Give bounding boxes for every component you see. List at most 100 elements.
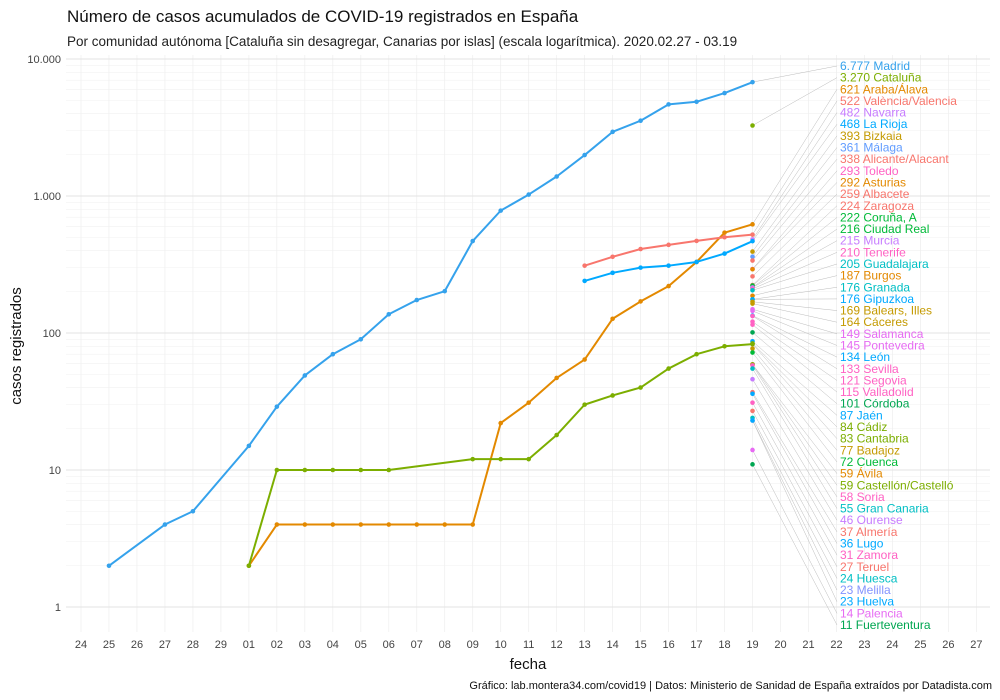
data-point [442, 522, 448, 527]
leader-line [752, 228, 838, 288]
data-point [750, 376, 755, 382]
data-point [554, 375, 559, 381]
series-label: 259 Albacete [840, 187, 910, 201]
x-tick-label: 07 [411, 639, 423, 651]
series-label: 14 Palencia [840, 606, 903, 620]
data-point [750, 341, 755, 347]
series-label: 6.777 Madrid [840, 59, 910, 73]
data-point [190, 508, 196, 514]
data-point [358, 336, 364, 342]
series-label: 36 Lugo [840, 536, 884, 550]
data-point [162, 522, 168, 527]
data-point [526, 456, 531, 462]
x-tick-label: 04 [327, 639, 339, 651]
data-point [750, 238, 755, 244]
leader-line [752, 170, 838, 270]
x-axis-ticks: 24 25 26 27 28 29 01 02 03 04 05 06 07 08 09 10 11 12 13 14… [75, 639, 983, 651]
data-point [750, 308, 755, 314]
data-point [610, 316, 615, 322]
data-point [582, 357, 587, 362]
series-label: 23 Huelva [840, 595, 894, 609]
leader-line [752, 417, 838, 579]
x-tick-label: 27 [159, 639, 171, 651]
leader-line [752, 464, 838, 626]
leader-line [752, 420, 838, 591]
series-label: 224 Zaragoza [840, 199, 914, 213]
data-point [638, 265, 643, 270]
leader-line [752, 287, 838, 300]
leader-line [752, 402, 838, 556]
x-tick-label: 01 [243, 639, 255, 651]
x-tick-label: 24 [75, 639, 87, 651]
series-label: 58 Soria [840, 490, 885, 504]
series-label: 222 Coruña, A [840, 210, 917, 224]
leader-line [752, 420, 838, 602]
x-tick-label: 09 [467, 639, 479, 651]
data-point [414, 297, 420, 303]
x-tick-label: 26 [942, 639, 954, 651]
x-tick-label: 28 [187, 639, 199, 651]
series-label: 55 Gran Canaria [840, 502, 929, 516]
data-point [750, 418, 755, 423]
leader-line [752, 392, 838, 532]
x-tick-label: 24 [886, 639, 898, 651]
data-point [666, 102, 671, 107]
data-point [582, 152, 587, 158]
leader-line [752, 147, 838, 257]
leader-line [752, 410, 838, 567]
series-label: 482 Navarra [840, 106, 906, 120]
data-point [750, 363, 755, 368]
leader-line [752, 182, 838, 270]
data-point [330, 522, 336, 527]
data-point [302, 522, 308, 527]
leader-line [752, 341, 838, 416]
x-tick-label: 14 [606, 639, 618, 651]
series-label: 27 Teruel [840, 560, 889, 574]
series-label: 59 Castellón/Castelló [840, 478, 954, 492]
series-label: 338 Alicante/Alacant [840, 152, 949, 166]
series-label: 115 Valladolid [840, 385, 914, 399]
data-point [610, 129, 615, 135]
data-point [330, 351, 336, 357]
leader-line [752, 301, 838, 311]
data-point [470, 456, 476, 462]
y-axis-ticks: 1 10 100 1.000 10.000 [27, 54, 61, 614]
leader-line [752, 65, 838, 83]
data-point [750, 330, 755, 335]
x-tick-label: 21 [802, 639, 814, 651]
data-point [554, 432, 559, 438]
data-point [722, 234, 727, 240]
x-tick-label: 19 [746, 639, 758, 651]
x-tick-label: 22 [830, 639, 842, 651]
series-label: 292 Asturias [840, 175, 906, 189]
leader-line [752, 217, 838, 286]
data-point [750, 79, 755, 85]
x-tick-label: 25 [103, 639, 115, 651]
leader-line [752, 100, 838, 235]
data-point [358, 522, 364, 527]
data-point [386, 311, 392, 317]
leader-line [752, 364, 838, 474]
data-point [106, 563, 112, 569]
data-point [750, 249, 755, 254]
data-point [526, 400, 531, 405]
series-label: 46 Ourense [840, 513, 903, 527]
leader-line [752, 159, 838, 261]
chart-title: Número de casos acumulados de COVID-19 r… [67, 7, 579, 26]
data-point [750, 254, 755, 259]
data-point [750, 366, 755, 371]
leader-line [752, 343, 838, 428]
data-point [750, 301, 755, 306]
leader-line [752, 89, 838, 225]
leader-line [752, 77, 838, 126]
data-point [750, 123, 755, 128]
leader-line [752, 315, 838, 370]
data-point [526, 192, 531, 197]
data-point [750, 293, 755, 299]
data-point [750, 313, 755, 319]
x-tick-label: 13 [579, 639, 591, 651]
leader-line [752, 332, 838, 404]
data-point [666, 242, 671, 248]
series-label: 101 Córdoba [840, 397, 910, 411]
data-point [694, 99, 699, 105]
